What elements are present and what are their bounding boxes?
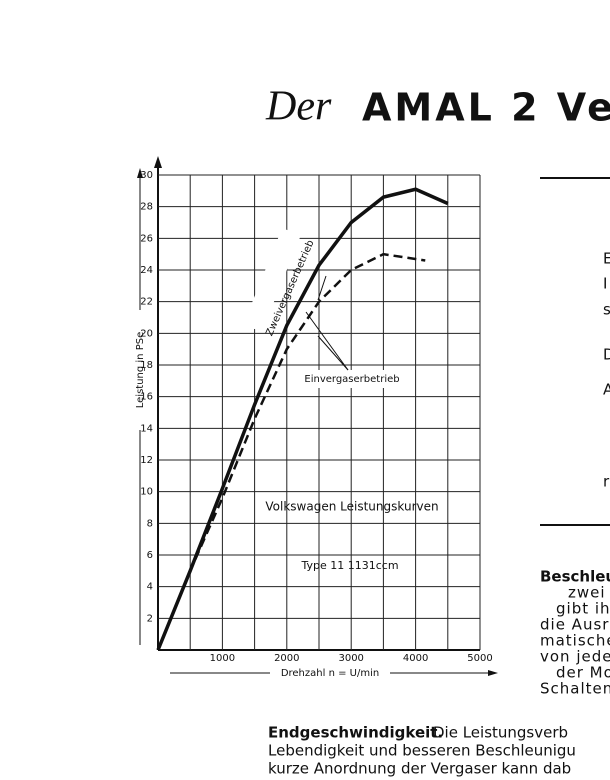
paragraph-line: matische xyxy=(540,632,610,650)
y-tick-label: 22 xyxy=(140,297,153,308)
paragraph-line: der Mot xyxy=(556,664,610,682)
title-bold: AMAL 2 Ve xyxy=(362,86,610,130)
y-tick-label: 24 xyxy=(140,265,153,276)
subtitle-box xyxy=(295,555,405,577)
chart-title: Volkswagen Leistungskurven xyxy=(265,500,438,514)
x-tick-label: 4000 xyxy=(403,653,428,664)
title-box xyxy=(255,494,450,520)
title-script: Der xyxy=(265,84,332,130)
x-tick-label: 3000 xyxy=(338,653,363,664)
y-tick-label: 8 xyxy=(147,518,153,529)
y-tick-label: 14 xyxy=(140,423,153,434)
y-label-arrow xyxy=(137,168,143,178)
paragraph-line: kurze Anordnung der Vergaser kann dab xyxy=(268,760,571,778)
y-tick-label: 26 xyxy=(140,233,153,244)
paragraph-line: die Ausr xyxy=(540,616,609,634)
text-fragment: D xyxy=(603,346,610,364)
paragraph-lead: Endgeschwindigkeit. xyxy=(268,724,443,742)
x-tick-label: 5000 xyxy=(467,653,492,664)
y-tick-label: 12 xyxy=(140,455,153,466)
label-box xyxy=(243,228,301,332)
y-tick-label: 10 xyxy=(140,487,153,498)
series-line xyxy=(156,187,449,651)
pointer xyxy=(305,311,349,371)
y-axis-label: Leistung in PSe xyxy=(135,332,146,408)
y-tick-label: 2 xyxy=(147,613,153,624)
text-fragment: E xyxy=(603,250,610,268)
chart-subtitle: Type 11 1131ccm xyxy=(300,559,398,572)
y-tick-label: 18 xyxy=(140,360,153,371)
paragraph-line: Lebendigkeit und besseren Beschleunigu xyxy=(268,742,576,760)
paragraph-line: von jede xyxy=(540,648,610,666)
pointer xyxy=(317,335,349,371)
x-label-arrow xyxy=(488,670,498,676)
pointer xyxy=(317,275,327,301)
text-fragment: I xyxy=(603,275,607,293)
label-box xyxy=(298,370,410,388)
y-tick-label: 20 xyxy=(140,328,153,339)
paragraph-lead: Beschleu xyxy=(540,568,610,586)
y-tick-label: 28 xyxy=(140,202,153,213)
y-tick-label: 16 xyxy=(140,392,153,403)
series-annotation: Einvergaserbetrieb xyxy=(304,374,399,385)
x-tick-label: 2000 xyxy=(274,653,299,664)
paragraph-line: zwei Ve xyxy=(568,584,610,602)
paragraph-line: Schalten xyxy=(540,680,610,698)
y-tick-label: 6 xyxy=(147,550,153,561)
y-tick-label: 4 xyxy=(147,582,153,593)
series-line xyxy=(156,252,426,651)
x-tick-label: 1000 xyxy=(210,653,235,664)
text-fragment: s xyxy=(603,301,610,319)
paragraph-line: gibt ihm xyxy=(556,600,610,618)
x-axis-label: Drehzahl n = U/min xyxy=(281,668,379,679)
y-axis-arrow xyxy=(154,156,162,168)
y-tick-label: 30 xyxy=(140,170,153,181)
text-fragment: A xyxy=(603,381,610,399)
text-fragment: r xyxy=(603,473,610,491)
paragraph-line: Die Leistungsverb xyxy=(433,724,568,742)
